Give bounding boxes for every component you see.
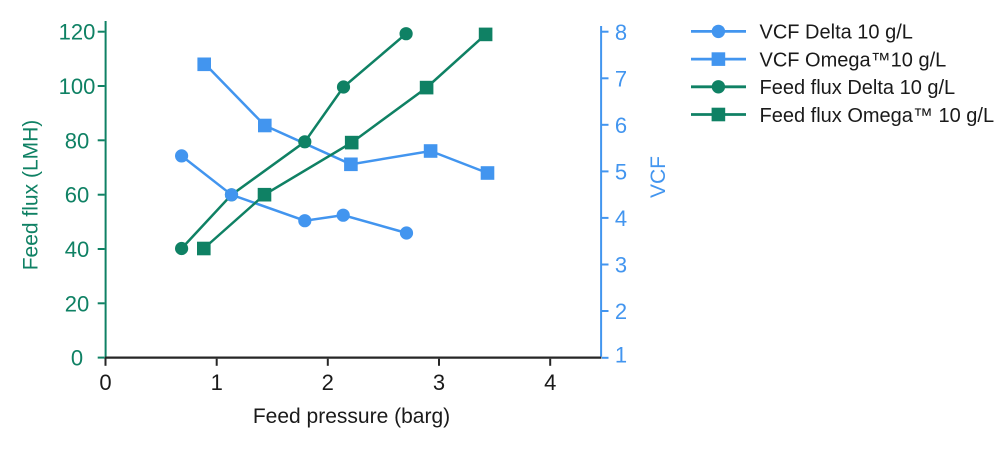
svg-text:5: 5 [615, 160, 627, 185]
svg-text:VCF: VCF [647, 156, 670, 198]
svg-text:VCF Omega™10 g/L: VCF Omega™10 g/L [760, 49, 947, 71]
svg-text:6: 6 [615, 113, 627, 138]
svg-text:20: 20 [65, 291, 89, 316]
svg-text:60: 60 [65, 183, 89, 208]
svg-text:8: 8 [615, 20, 627, 45]
svg-text:Feed flux Omega™ 10 g/L: Feed flux Omega™ 10 g/L [760, 105, 995, 127]
svg-text:2: 2 [322, 370, 334, 395]
svg-text:3: 3 [615, 253, 627, 278]
svg-text:0: 0 [99, 370, 111, 395]
svg-text:7: 7 [615, 67, 627, 92]
svg-text:2: 2 [615, 299, 627, 324]
svg-text:Feed pressure (barg): Feed pressure (barg) [253, 405, 450, 428]
svg-text:Feed flux (LMH): Feed flux (LMH) [20, 120, 43, 271]
svg-text:120: 120 [59, 20, 96, 45]
svg-text:4: 4 [615, 206, 627, 231]
svg-text:0: 0 [71, 346, 83, 371]
svg-text:VCF Delta 10 g/L: VCF Delta 10 g/L [760, 22, 913, 44]
svg-text:3: 3 [433, 370, 445, 395]
svg-text:4: 4 [544, 370, 556, 395]
svg-text:40: 40 [65, 237, 89, 262]
svg-text:100: 100 [59, 74, 96, 99]
svg-text:80: 80 [65, 128, 89, 153]
svg-text:1: 1 [615, 343, 627, 368]
svg-text:Feed flux Delta 10 g/L: Feed flux Delta 10 g/L [760, 77, 956, 99]
svg-text:1: 1 [211, 370, 223, 395]
